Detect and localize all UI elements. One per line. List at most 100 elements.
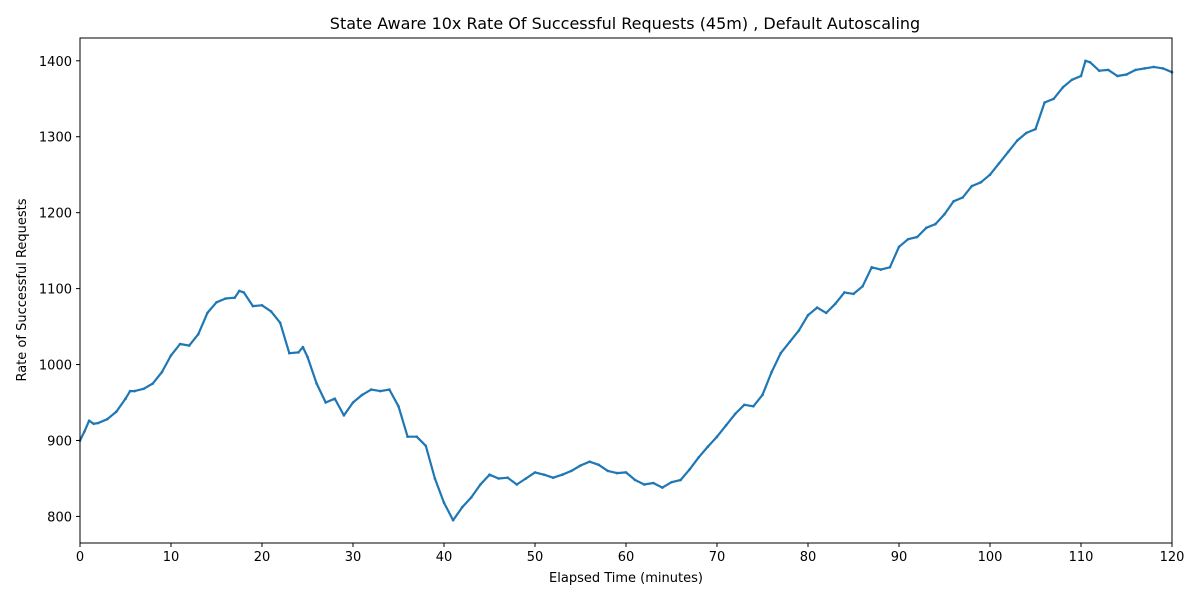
data-point [197, 332, 200, 336]
data-point [797, 329, 801, 332]
data-point [943, 212, 946, 216]
data-point [187, 344, 191, 347]
data-point [497, 477, 500, 480]
data-point [724, 424, 728, 427]
data-point [679, 478, 682, 482]
data-point [83, 430, 86, 433]
x-axis: 0 10 20 30 40 50 60 70 80 90 100 110 120 [76, 543, 1185, 565]
data-point [206, 311, 209, 315]
data-point [106, 417, 109, 421]
data-point [324, 401, 328, 404]
data-point [706, 445, 710, 448]
x-tick-label: 120 [1160, 550, 1185, 565]
data-point [770, 370, 773, 374]
data-point [1016, 139, 1019, 142]
data-point [87, 419, 91, 423]
data-point [970, 184, 974, 188]
data-point [925, 226, 928, 230]
data-point [915, 235, 919, 239]
data-point [952, 200, 955, 203]
data-point [697, 455, 701, 459]
data-point [652, 481, 655, 485]
data-point [451, 518, 455, 522]
data-point [1025, 131, 1028, 135]
data-point [479, 483, 482, 486]
x-tick-label: 100 [978, 550, 1003, 565]
data-point [460, 506, 464, 509]
data-point [979, 181, 983, 184]
data-point [379, 389, 382, 393]
data-point [1097, 69, 1101, 72]
data-point [388, 388, 391, 391]
data-point [888, 266, 892, 269]
data-point [661, 486, 664, 489]
data-point [306, 355, 309, 359]
data-point [1161, 67, 1165, 70]
plot-area [78, 59, 1174, 522]
data-point [834, 302, 837, 306]
y-tick-label: 800 [47, 510, 72, 525]
data-point [397, 405, 400, 408]
data-point [488, 473, 491, 477]
data-point [542, 473, 546, 477]
data-point [415, 435, 419, 439]
data-point [1061, 86, 1065, 89]
data-point [470, 496, 473, 499]
y-tick-label: 1300 [39, 131, 72, 146]
data-point [1070, 78, 1074, 82]
data-point [151, 382, 155, 385]
x-tick-label: 110 [1069, 550, 1094, 565]
data-point [670, 480, 673, 484]
data-point [633, 478, 637, 482]
x-tick-label: 10 [163, 550, 180, 565]
data-point [92, 422, 95, 426]
data-point [743, 403, 746, 407]
data-point [269, 310, 273, 313]
data-point [1052, 97, 1055, 101]
data-point [988, 173, 992, 176]
y-tick-label: 900 [47, 434, 72, 449]
x-tick-label: 50 [527, 550, 544, 565]
data-point [606, 469, 610, 473]
data-point [897, 245, 901, 249]
data-point [588, 460, 591, 464]
data-point [879, 268, 883, 271]
data-point [278, 321, 282, 325]
x-tick-label: 20 [254, 550, 271, 565]
data-point [128, 389, 132, 393]
data-point [715, 435, 719, 439]
x-axis-label: Elapsed Time (minutes) [549, 571, 703, 586]
data-point [624, 471, 628, 474]
data-point [806, 313, 810, 317]
data-point [779, 351, 782, 355]
data-point [1084, 59, 1087, 63]
data-point [442, 501, 446, 505]
x-tick-label: 80 [800, 550, 817, 565]
x-tick-label: 30 [345, 550, 362, 565]
data-point [260, 304, 264, 307]
data-point [752, 405, 755, 408]
data-point [824, 311, 828, 315]
data-point [297, 351, 300, 354]
y-tick-label: 1100 [39, 283, 72, 298]
data-point [1143, 67, 1146, 70]
x-tick-label: 60 [618, 550, 635, 565]
data-point [934, 222, 937, 226]
data-point [788, 340, 792, 344]
data-point [733, 412, 737, 416]
data-point [115, 410, 118, 413]
data-point [315, 382, 318, 385]
data-point [815, 306, 819, 309]
data-point [852, 292, 855, 296]
data-point [406, 435, 409, 439]
data-point [1116, 74, 1119, 78]
data-point [124, 397, 127, 401]
data-point [224, 297, 227, 300]
data-point [1079, 74, 1083, 78]
data-point [1088, 61, 1092, 64]
y-tick-label: 1200 [39, 207, 72, 222]
data-point [688, 468, 691, 471]
data-point [570, 469, 573, 473]
data-point [142, 387, 145, 391]
